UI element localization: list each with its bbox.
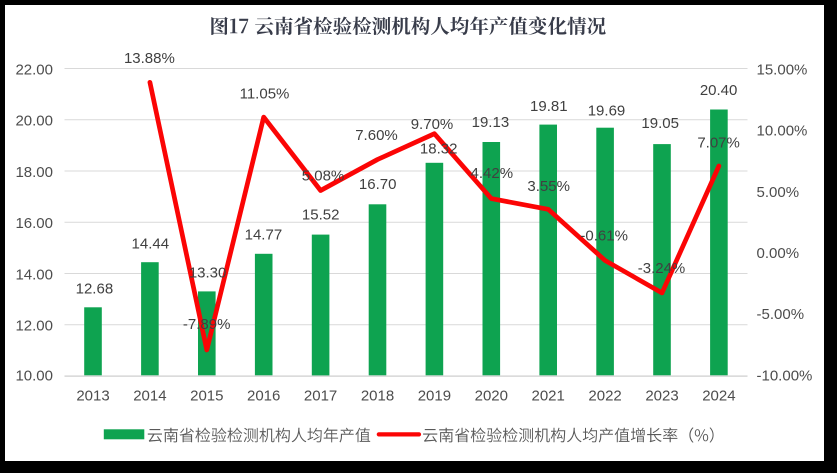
svg-text:5.08%: 5.08% xyxy=(302,168,345,185)
svg-text:2024: 2024 xyxy=(702,387,735,404)
svg-text:14.77: 14.77 xyxy=(245,227,283,244)
svg-text:12.00: 12.00 xyxy=(15,318,53,335)
svg-text:13.30: 13.30 xyxy=(189,265,227,282)
svg-text:20.40: 20.40 xyxy=(700,82,738,99)
svg-text:2019: 2019 xyxy=(418,387,451,404)
svg-text:2014: 2014 xyxy=(133,387,166,404)
svg-text:7.07%: 7.07% xyxy=(697,135,740,152)
svg-text:2023: 2023 xyxy=(645,387,678,404)
svg-text:-3.24%: -3.24% xyxy=(638,260,686,277)
svg-text:2021: 2021 xyxy=(532,387,565,404)
svg-text:20.00: 20.00 xyxy=(15,113,53,130)
svg-text:19.81: 19.81 xyxy=(530,98,568,115)
svg-text:2018: 2018 xyxy=(361,387,394,404)
svg-text:19.13: 19.13 xyxy=(472,114,510,131)
svg-text:2013: 2013 xyxy=(76,387,109,404)
svg-text:13.88%: 13.88% xyxy=(124,50,175,67)
svg-text:19.05: 19.05 xyxy=(641,115,679,132)
svg-text:-10.00%: -10.00% xyxy=(757,367,813,384)
svg-text:-0.61%: -0.61% xyxy=(580,228,628,245)
svg-text:5.00%: 5.00% xyxy=(757,184,800,201)
svg-text:2020: 2020 xyxy=(475,387,508,404)
svg-text:4.42%: 4.42% xyxy=(471,165,514,182)
svg-text:2015: 2015 xyxy=(190,387,223,404)
svg-text:3.55%: 3.55% xyxy=(527,178,570,195)
svg-text:18.00: 18.00 xyxy=(15,164,53,181)
svg-text:12.68: 12.68 xyxy=(76,280,114,297)
svg-text:7.60%: 7.60% xyxy=(355,127,398,144)
svg-text:0.00%: 0.00% xyxy=(757,245,800,262)
svg-text:-5.00%: -5.00% xyxy=(757,306,805,323)
svg-text:10.00: 10.00 xyxy=(15,367,53,384)
svg-text:2022: 2022 xyxy=(588,387,621,404)
svg-text:15.00%: 15.00% xyxy=(757,61,808,78)
svg-text:14.44: 14.44 xyxy=(132,235,170,252)
svg-text:11.05%: 11.05% xyxy=(240,86,290,103)
svg-text:-7.89%: -7.89% xyxy=(183,316,231,333)
svg-text:2017: 2017 xyxy=(304,387,337,404)
svg-text:16.70: 16.70 xyxy=(359,176,397,193)
svg-text:9.70%: 9.70% xyxy=(411,116,454,133)
svg-text:18.32: 18.32 xyxy=(420,140,458,157)
svg-text:10.00%: 10.00% xyxy=(757,123,808,140)
svg-text:16.00: 16.00 xyxy=(15,215,53,232)
svg-text:22.00: 22.00 xyxy=(15,61,53,78)
svg-text:19.69: 19.69 xyxy=(588,102,626,119)
svg-text:2016: 2016 xyxy=(247,387,280,404)
svg-text:15.52: 15.52 xyxy=(302,207,340,224)
svg-text:14.00: 14.00 xyxy=(15,266,53,283)
